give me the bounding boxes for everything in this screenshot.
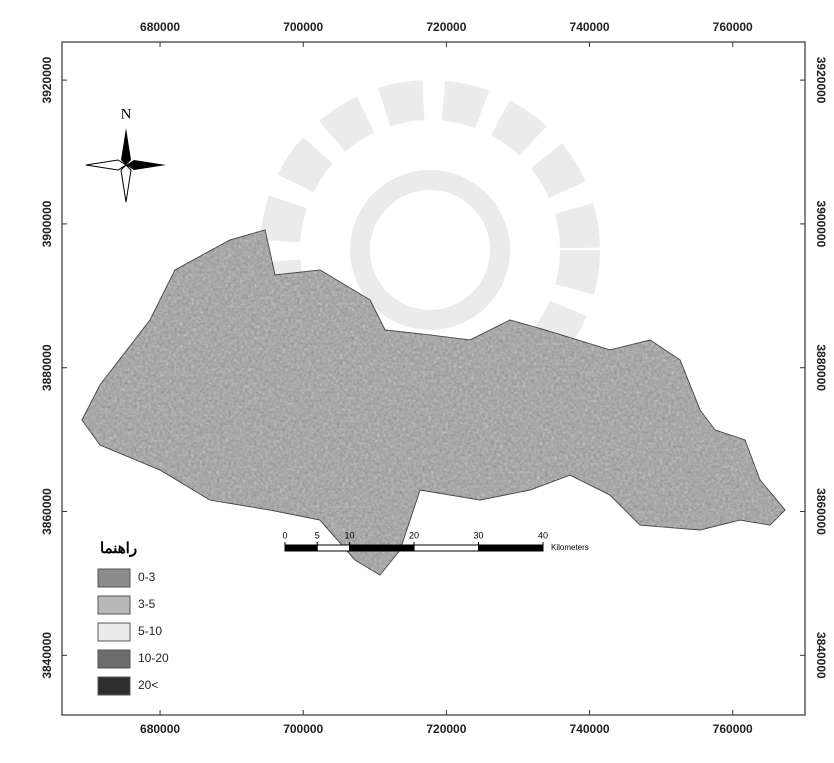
scale-unit: Kilometers xyxy=(551,543,589,552)
scale-label: 30 xyxy=(473,530,483,540)
map: N راهنما 0-3 3-5 5-10 10-20 20< 0 5 10 20 30 40Ki… xyxy=(0,0,834,763)
x-tick-label: 680000 xyxy=(140,722,180,736)
legend-label: 10-20 xyxy=(138,651,169,665)
scale-label: 10 xyxy=(344,530,354,540)
y-tick-label: 3900000 xyxy=(814,201,828,248)
y-tick-label: 3840000 xyxy=(40,632,54,679)
scale-segment xyxy=(479,545,544,551)
x-tick-label: 760000 xyxy=(713,722,753,736)
legend-swatch xyxy=(98,569,130,587)
x-tick-label: 740000 xyxy=(570,722,610,736)
legend-label: 3-5 xyxy=(138,597,156,611)
legend-label: 20< xyxy=(138,678,158,692)
y-tick-label: 3900000 xyxy=(40,200,54,247)
legend-swatch xyxy=(98,596,130,614)
legend-swatch xyxy=(98,650,130,668)
x-tick-label: 720000 xyxy=(426,722,466,736)
scale-label: 0 xyxy=(282,530,287,540)
y-tick-label: 3880000 xyxy=(814,344,828,391)
y-tick-label: 3860000 xyxy=(40,488,54,535)
x-tick-label: 700000 xyxy=(283,722,323,736)
y-tick-label: 3840000 xyxy=(814,632,828,679)
legend-swatch xyxy=(98,623,130,641)
y-tick-label: 3920000 xyxy=(814,57,828,104)
scale-label: 5 xyxy=(315,530,320,540)
y-tick-label: 3880000 xyxy=(40,344,54,391)
scale-segment xyxy=(317,545,349,551)
x-tick-label: 700000 xyxy=(283,20,323,34)
scale-segment xyxy=(350,545,415,551)
x-tick-label: 720000 xyxy=(426,20,466,34)
legend-title: راهنما xyxy=(100,540,137,557)
legend-label: 5-10 xyxy=(138,624,162,638)
scale-segment xyxy=(414,545,479,551)
legend-swatch xyxy=(98,677,130,695)
x-tick-label: 760000 xyxy=(713,20,753,34)
x-tick-label: 740000 xyxy=(570,20,610,34)
scale-label: 20 xyxy=(409,530,419,540)
scale-segment xyxy=(285,545,317,551)
legend-label: 0-3 xyxy=(138,570,156,584)
y-tick-label: 3920000 xyxy=(40,56,54,103)
y-tick-label: 3860000 xyxy=(814,488,828,535)
x-tick-label: 680000 xyxy=(140,20,180,34)
scale-label: 40 xyxy=(538,530,548,540)
north-label: N xyxy=(121,106,132,122)
